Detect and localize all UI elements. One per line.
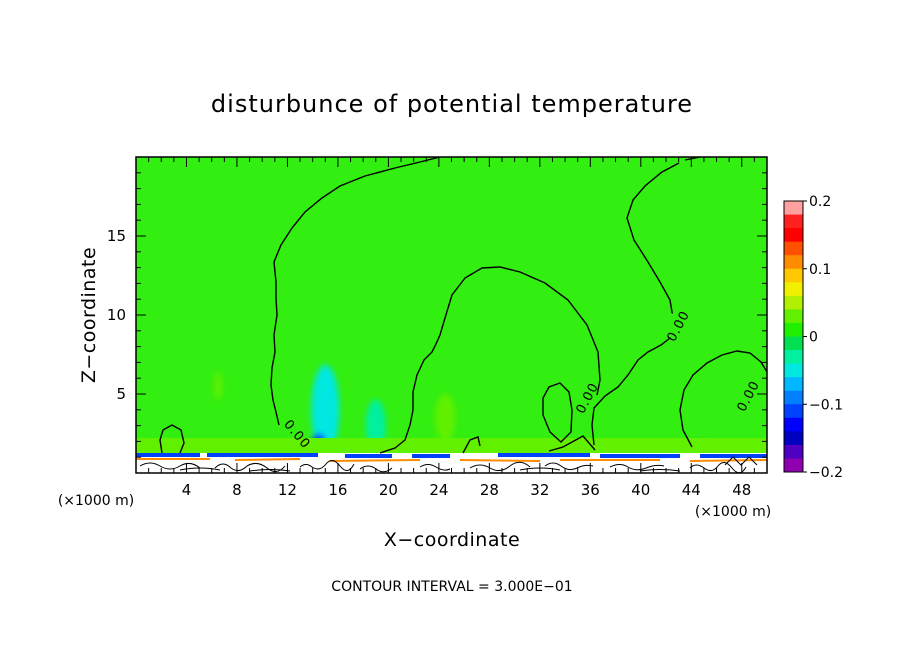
y-tick-label: 10 xyxy=(107,306,126,324)
y-tick-labels: 5 10 15 xyxy=(107,227,126,403)
colorbar-swatch xyxy=(784,363,803,378)
contour-interval: CONTOUR INTERVAL = 3.000E−01 xyxy=(331,579,572,595)
colorbar-swatch xyxy=(784,309,803,324)
x-tick-label: 8 xyxy=(232,481,242,499)
y-tick-label: 15 xyxy=(107,227,126,245)
x-axis-label: X−coordinate xyxy=(384,529,520,551)
chart-title: disturbunce of potential temperature xyxy=(211,90,693,118)
y-tick-label: 5 xyxy=(116,385,126,403)
colorbar-tick-label: 0.2 xyxy=(809,194,831,210)
colorbar-tick-label: 0.1 xyxy=(809,262,831,278)
x-tick-label: 48 xyxy=(732,481,751,499)
colorbar-swatch xyxy=(784,255,803,270)
contour-zero-main xyxy=(270,157,441,426)
x-tick-label: 36 xyxy=(581,481,600,499)
contour-field xyxy=(136,157,767,473)
x-tick-label: 40 xyxy=(631,481,650,499)
x-tick-label: 4 xyxy=(182,481,192,499)
colorbar-swatch xyxy=(784,241,803,256)
field-feature xyxy=(435,393,456,442)
colorbar xyxy=(783,200,807,473)
colorbar-swatch xyxy=(784,336,803,351)
colorbar-tick-label: −0.2 xyxy=(809,465,843,481)
x-unit-label-right: (×1000 m) xyxy=(695,504,771,520)
surface-cold-line xyxy=(136,453,767,458)
colorbar-swatch xyxy=(784,214,803,229)
colorbar-swatch xyxy=(784,404,803,419)
surface-warm-line xyxy=(136,458,767,462)
contour-zero-cell-1 xyxy=(542,382,573,443)
contour-label-bg xyxy=(656,310,696,346)
colorbar-swatch xyxy=(784,390,803,405)
colorbar-swatch xyxy=(784,282,803,297)
y-axis-label: Z−coordinate xyxy=(78,247,100,383)
surface-contours xyxy=(139,456,758,473)
x-tick-label: 12 xyxy=(278,481,297,499)
x-tick-label: 24 xyxy=(429,481,448,499)
x-tick-labels: 4 8 12 16 20 24 28 32 36 40 44 48 xyxy=(182,481,752,499)
axis-ticks xyxy=(136,157,767,473)
colorbar-swatch xyxy=(784,322,803,337)
colorbar-swatch xyxy=(784,431,803,446)
contour-zero-right-cell xyxy=(679,350,767,448)
colorbar-swatch xyxy=(784,377,803,392)
x-tick-label: 16 xyxy=(328,481,347,499)
field-feature xyxy=(214,372,223,401)
colorbar-swatch xyxy=(784,228,803,243)
x-tick-label: 28 xyxy=(480,481,499,499)
contour-zero-small xyxy=(462,436,481,454)
colorbar-swatch xyxy=(784,458,803,473)
field-feature xyxy=(311,364,340,455)
colorbar-swatch xyxy=(784,350,803,365)
contour-zero-left-cell xyxy=(159,424,185,454)
colorbar-tick-label: −0.1 xyxy=(809,397,843,413)
surface-warm-band xyxy=(136,438,767,453)
colorbar-tick-labels: 0.2 0.1 0 −0.1 −0.2 xyxy=(809,194,843,481)
colorbar-swatch xyxy=(784,444,803,459)
colorbar-swatch xyxy=(784,417,803,432)
contour-zero-dome xyxy=(379,266,601,454)
colorbar-swatch xyxy=(784,268,803,283)
x-tick-label: 44 xyxy=(682,481,701,499)
colorbar-swatch xyxy=(784,201,803,216)
x-unit-label-left: (×1000 m) xyxy=(58,493,134,509)
x-tick-label: 32 xyxy=(530,481,549,499)
x-tick-label: 20 xyxy=(379,481,398,499)
colorbar-tick-label: 0 xyxy=(809,330,818,346)
contour-zero-cell-2 xyxy=(548,435,596,452)
colorbar-swatch xyxy=(784,295,803,310)
